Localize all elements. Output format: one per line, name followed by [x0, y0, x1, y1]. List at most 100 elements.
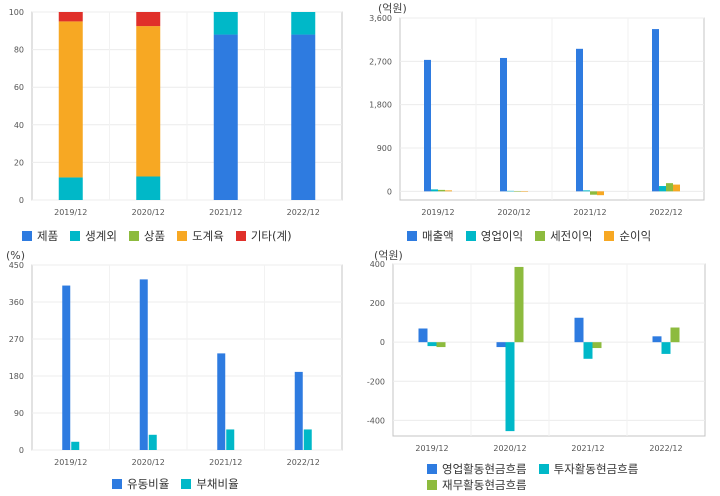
legend-label: 순이익: [619, 229, 652, 243]
bar-투자활동현금흐름: [583, 342, 593, 359]
legend-label: 세전이익: [550, 229, 593, 243]
legend-item[interactable]: 부채비율: [181, 476, 239, 492]
chart-cashflow: (억원) -400 -200 0 200 400 2019/12 2020/12 2021/12…: [367, 249, 706, 453]
bar-세전이익: [438, 189, 445, 192]
bar-순이익: [673, 184, 680, 192]
bar-제품: [291, 34, 316, 201]
bar-투자활동현금흐름: [427, 342, 437, 347]
y-tick-label: 2,700: [369, 57, 392, 66]
legend-item[interactable]: 세전이익: [535, 228, 592, 244]
legend-label: 부채비율: [196, 477, 239, 491]
x-tick-label: 2021/12: [571, 444, 604, 453]
bar-재무활동현금흐름: [670, 327, 680, 343]
y-tick-label: 200: [370, 299, 385, 308]
x-tick-label: 2021/12: [209, 458, 242, 467]
legend-item[interactable]: 도계육: [177, 228, 224, 244]
bar-영업이익: [507, 190, 514, 192]
legend-swatch: [465, 231, 476, 241]
bar-부채비율: [226, 429, 235, 450]
legend-swatch: [535, 231, 546, 241]
bar-세전이익: [514, 191, 521, 192]
legend-swatch: [112, 479, 122, 489]
bar-생계외: [213, 12, 238, 35]
legend-label: 제품: [37, 229, 59, 243]
legend-item[interactable]: 유동비율: [112, 476, 169, 492]
y-tick-label: 80: [14, 46, 24, 55]
x-tick-label: 2020/12: [493, 444, 526, 453]
legend-label: 생계외: [85, 229, 117, 243]
bar-영업활동현금흐름: [574, 317, 584, 343]
bar-세전이익: [666, 183, 673, 192]
bar-생계외: [136, 176, 161, 200]
legend-item[interactable]: 매출액: [407, 228, 454, 244]
x-tick-label: 2021/12: [573, 208, 606, 217]
bar-투자활동현금흐름: [661, 342, 671, 354]
legend-swatch: [604, 231, 615, 241]
bar-기타(계): [58, 12, 83, 22]
x-tick-label: 2020/12: [132, 458, 165, 467]
x-tick-label: 2022/12: [649, 208, 682, 217]
bar-부채비율: [71, 441, 80, 450]
legend-swatch: [235, 231, 246, 241]
legend-label: 투자활동현금흐름: [553, 462, 639, 476]
legend-item[interactable]: 재무활동현금흐름: [427, 477, 527, 493]
x-tick-label: 2020/12: [132, 208, 165, 217]
bar-영업이익: [583, 190, 590, 192]
bar-순이익: [445, 190, 452, 192]
bar-영업이익: [431, 189, 438, 192]
bar-재무활동현금흐름: [514, 266, 524, 343]
bar-기타(계): [136, 12, 161, 27]
x-tick-label: 2019/12: [54, 208, 87, 217]
bar-부채비율: [148, 434, 157, 450]
legend-label: 상품: [143, 229, 166, 243]
legend-item[interactable]: 생계외: [70, 228, 117, 244]
x-tick-label: 2022/12: [287, 208, 320, 217]
x-tick-label: 2019/12: [415, 444, 448, 453]
y-tick-label: 60: [14, 83, 24, 92]
legend-item[interactable]: 투자활동현금흐름: [538, 461, 639, 477]
y-tick-label: 360: [9, 298, 24, 307]
legend-swatch: [427, 464, 437, 474]
y-tick-label: 400: [370, 260, 385, 269]
bar-영업활동현금흐름: [418, 328, 428, 343]
legend-swatch: [70, 231, 81, 241]
legend-income: 매출액 영업이익 세전이익 순이익: [407, 228, 707, 244]
x-tick-label: 2022/12: [287, 458, 320, 467]
y-tick-label: 270: [9, 335, 24, 344]
y-tick-label: 1,800: [369, 101, 392, 110]
y-tick-label: -200: [367, 377, 385, 386]
y-tick-label: 450: [9, 261, 24, 270]
legend-item[interactable]: 영업이익: [465, 228, 524, 244]
legend-item[interactable]: 상품: [128, 228, 166, 244]
chart-ratios: (%) 0 90 180 270 360 450 2019/12 2020/12 2021/12 2…: [6, 249, 343, 467]
legend-item[interactable]: 영업활동현금흐름: [427, 461, 527, 477]
legend-product-composition: 제품 생계외 상품 도계육 기타(계): [22, 228, 362, 244]
legend-label: 유동비율: [127, 477, 170, 491]
unit-label: (%): [6, 249, 25, 262]
chart-income: (억원) 0 900 1,800 2,700 3,600 2019/12 2020/12 202…: [369, 2, 705, 217]
y-tick-label: 0: [387, 187, 392, 196]
legend-swatch: [427, 480, 437, 490]
y-tick-label: 0: [19, 446, 24, 455]
bar-매출액: [424, 59, 431, 192]
bar-재무활동현금흐름: [436, 342, 446, 348]
bar-순이익: [521, 191, 528, 192]
y-tick-label: 900: [377, 144, 392, 153]
unit-label: (억원): [374, 249, 403, 262]
y-tick-label: 20: [14, 158, 24, 167]
bar-부채비율: [303, 429, 312, 450]
bar-세전이익: [590, 191, 597, 195]
legend-label: 영업이익: [480, 229, 524, 243]
x-tick-label: 2022/12: [649, 444, 682, 453]
legend-item[interactable]: 기타(계): [235, 228, 292, 244]
bar-생계외: [291, 12, 316, 35]
bar-투자활동현금흐름: [505, 342, 515, 432]
bar-유동비율: [294, 371, 303, 450]
x-tick-label: 2021/12: [209, 208, 242, 217]
y-tick-label: 0: [19, 196, 24, 205]
legend-item[interactable]: 순이익: [604, 228, 651, 244]
y-tick-label: -400: [367, 416, 385, 425]
legend-item[interactable]: 제품: [22, 228, 58, 244]
legend-ratios: 유동비율 부채비율: [112, 476, 352, 492]
